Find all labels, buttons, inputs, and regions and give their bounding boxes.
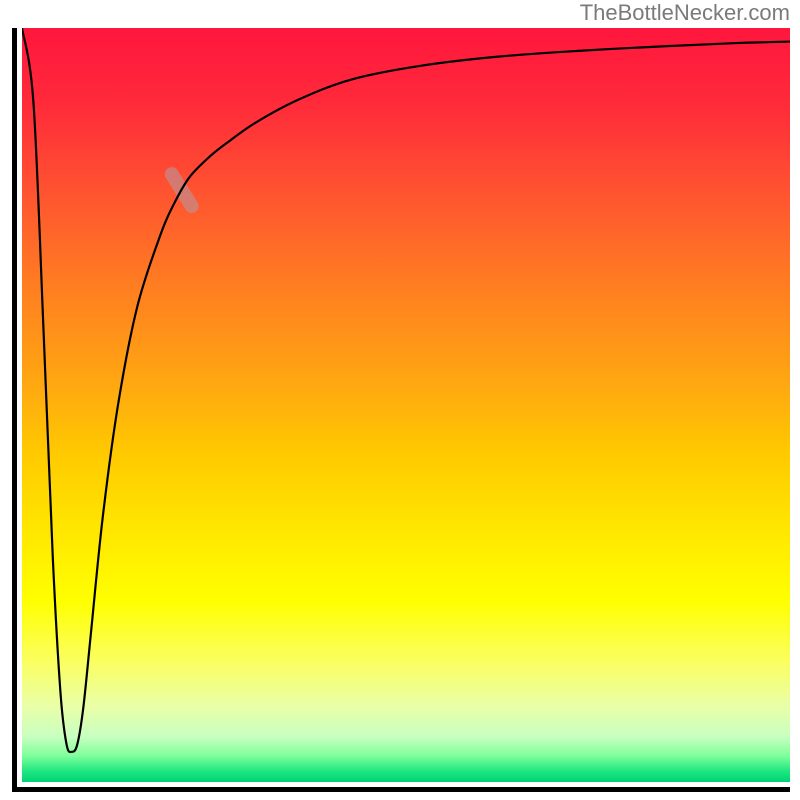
watermark-text: TheBottleNecker.com: [580, 0, 790, 26]
chart-frame: TheBottleNecker.com: [0, 0, 800, 800]
bottleneck-curve: [22, 28, 790, 752]
plot-area: [12, 28, 790, 792]
curve-svg: [22, 28, 790, 782]
